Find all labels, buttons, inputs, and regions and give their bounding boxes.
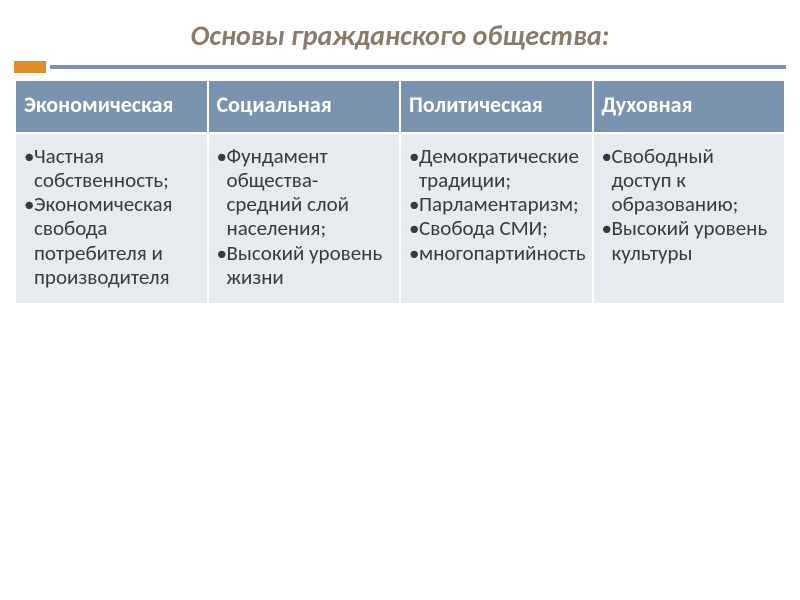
cell-spiritual: •Свободный доступ к образованию; •Высоки… (593, 133, 786, 304)
cell-text: Свободный доступ к образованию; (612, 144, 777, 216)
cell-text: Демократические традиции; (419, 144, 584, 192)
accent-square (14, 61, 46, 73)
cell-text: Экономическая свобода потребителя и прои… (34, 192, 199, 289)
cell-text: Фундамент общества- средний слой населен… (227, 144, 392, 241)
col-header-political: Политическая (400, 80, 593, 133)
cell-text: Парламентаризм; (419, 192, 584, 216)
col-header-spiritual: Духовная (593, 80, 786, 133)
cell-text: Высокий уровень культуры (612, 216, 777, 264)
cell-social: •Фундамент общества- средний слой населе… (208, 133, 401, 304)
slide-title: Основы гражданского общества: (0, 0, 800, 61)
foundations-table: Экономическая Социальная Политическая Ду… (14, 79, 786, 305)
col-header-economic: Экономическая (15, 80, 208, 133)
cell-text: Частная собственность; (34, 144, 199, 192)
accent-line (50, 65, 786, 69)
cell-political: •Демократические традиции; •Парламентари… (400, 133, 593, 304)
cell-text: многопартийность (419, 241, 586, 265)
slide: Основы гражданского общества: Экономичес… (0, 0, 800, 600)
cell-text: Высокий уровень жизни (227, 241, 392, 289)
cell-economic: •Частная собственность; •Экономическая с… (15, 133, 208, 304)
col-header-social: Социальная (208, 80, 401, 133)
cell-text: Свобода СМИ; (419, 216, 584, 240)
accent-bar (0, 61, 800, 73)
